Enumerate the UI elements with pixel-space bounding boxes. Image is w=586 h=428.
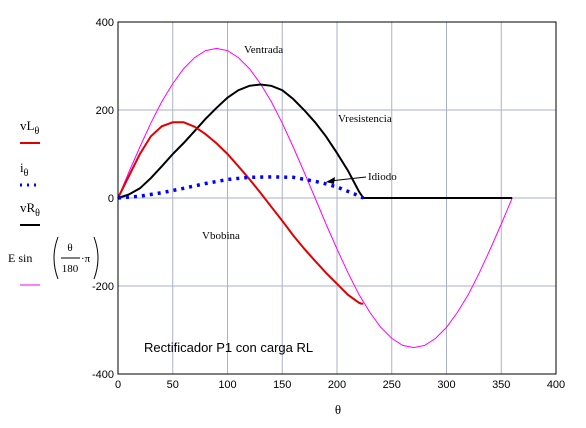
legend-label-source-prefix: E sin [8,251,32,265]
x-tick-label-5: 250 [383,379,401,391]
legend-source-denominator: 180 [62,263,79,275]
series-line-i [117,175,365,200]
series-line-source [117,47,513,349]
legend-label-vr: vRθ [20,200,40,219]
x-tick-label-3: 150 [273,379,291,391]
y-tick-label-4: 400 [96,17,114,29]
tick-labels: 0 50 100 150 200 250 300 350 400 -400 -200 0 200 400 [92,17,565,391]
annotation-ventrada: Ventrada [244,44,283,56]
y-tick-label-0: -400 [92,369,114,381]
annotation-vresistencia: Vresistencia [338,113,392,125]
annotation-vbobina: Vbobina [202,230,240,242]
y-tick-label-1: -200 [92,281,114,293]
legend-label-i: iθ [20,160,29,179]
annotation-idiodo-arrow [329,176,367,182]
chart-caption: Rectificador P1 con carga RL [144,340,313,355]
legend-source-suffix: ·π [81,253,91,265]
legend: vLθ iθ vRθ E sin θ 180 ·π [8,118,99,286]
x-tick-label-1: 50 [167,379,179,391]
y-tick-label-3: 200 [96,105,114,117]
series-line-vR [117,83,513,199]
annotation-idiodo: Idiodo [368,171,397,183]
y-tick-label-2: 0 [108,193,114,205]
series-line-vL [117,121,364,305]
x-tick-label-6: 300 [437,379,455,391]
legend-paren-right [93,236,99,280]
x-tick-label-2: 100 [218,379,236,391]
x-tick-label-7: 350 [492,379,510,391]
x-tick-label-8: 400 [547,379,565,391]
plot-frame [117,21,557,375]
annotation-idiodo-arrowhead [326,177,335,184]
x-tick-label-0: 0 [115,379,121,391]
legend-label-vl: vLθ [20,118,39,137]
x-axis-label: θ [335,402,341,417]
legend-source-numerator: θ [67,242,72,254]
x-tick-label-4: 200 [328,379,346,391]
legend-paren-left [53,236,59,280]
series-layer [117,47,513,349]
